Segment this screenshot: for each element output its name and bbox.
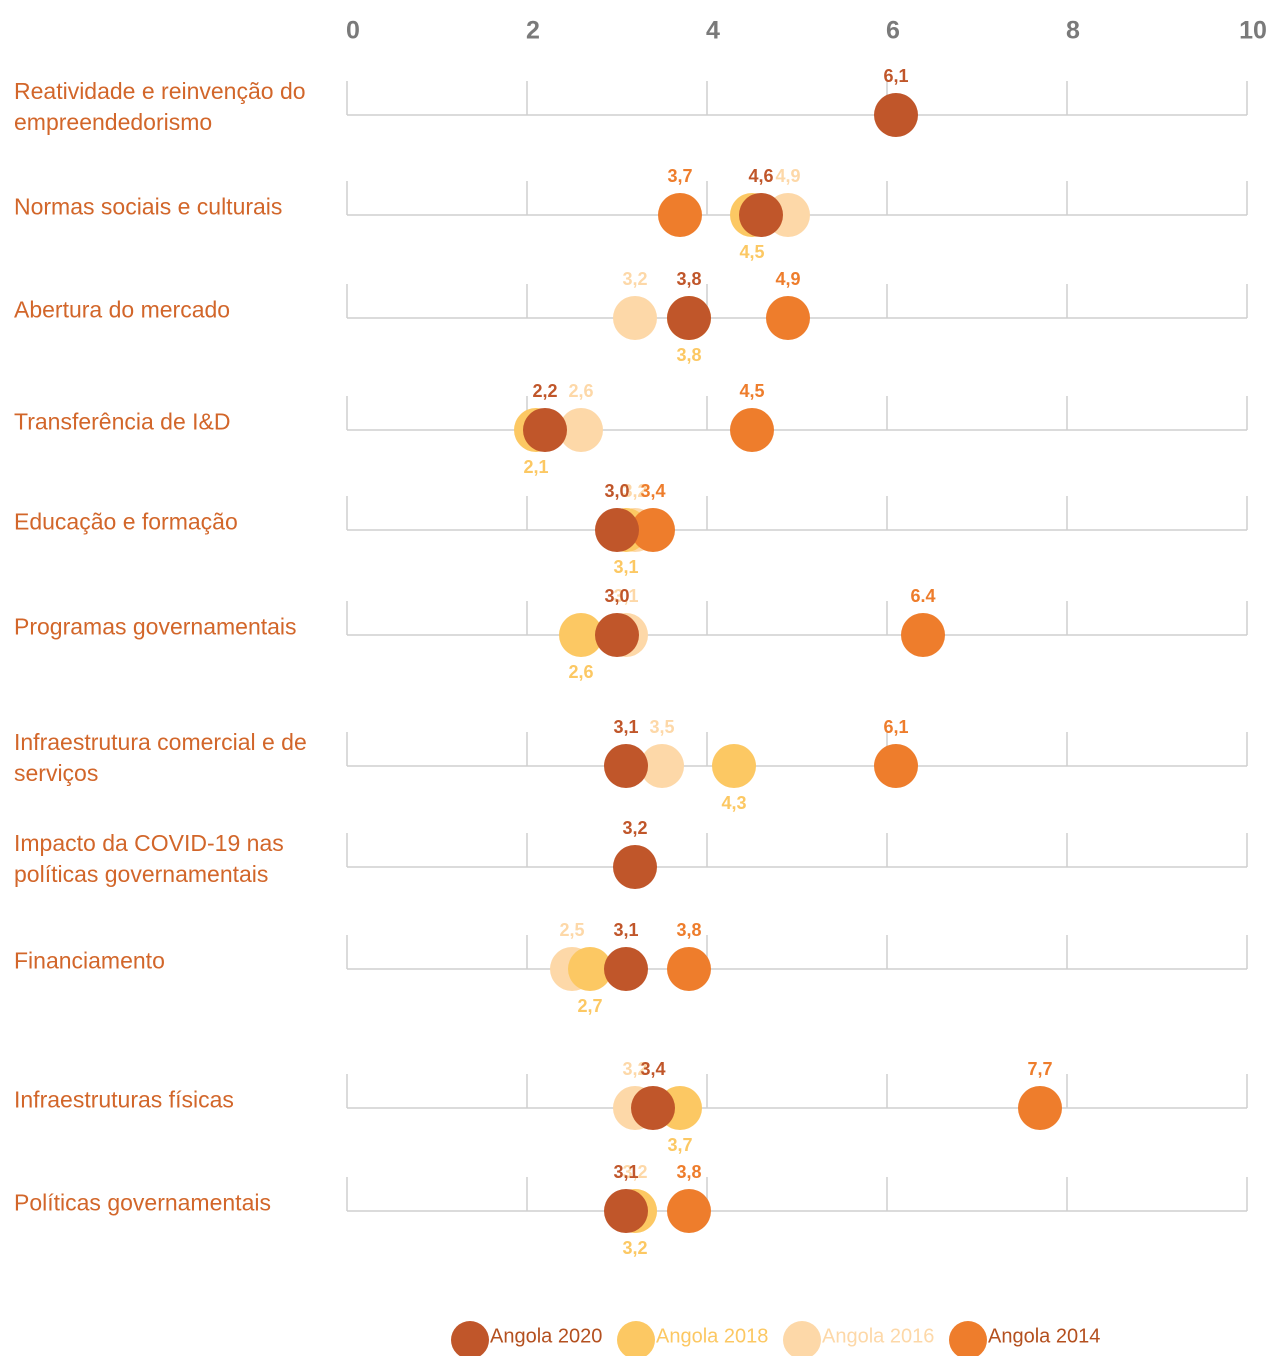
x-tick-label: 0 xyxy=(346,17,360,45)
dot xyxy=(730,408,774,452)
value-label: 3,1 xyxy=(613,717,638,737)
dot xyxy=(523,408,567,452)
dot xyxy=(559,408,603,452)
value-label: 3,1 xyxy=(613,586,638,606)
value-label: 3,1 xyxy=(613,920,638,940)
dot xyxy=(631,1086,675,1130)
value-label: 4,9 xyxy=(775,166,800,186)
value-label: 2,6 xyxy=(568,381,593,401)
value-label: 3,8 xyxy=(676,920,701,940)
value-label: 2,1 xyxy=(523,457,548,477)
dot xyxy=(613,296,657,340)
legend-swatch xyxy=(783,1321,821,1356)
legend-label: Angola 2018 xyxy=(656,1325,768,1347)
value-label: 3,0 xyxy=(604,586,629,606)
value-label: 3,2 xyxy=(622,481,647,501)
value-label: 7,7 xyxy=(1027,1059,1052,1079)
dot xyxy=(604,1189,648,1233)
value-label: 6,1 xyxy=(883,717,908,737)
value-label: 3,2 xyxy=(622,1059,647,1079)
dot xyxy=(595,613,639,657)
value-label: 3,2 xyxy=(622,1238,647,1258)
legend-swatch xyxy=(949,1321,987,1356)
dot xyxy=(1018,1086,1062,1130)
legend-label: Angola 2016 xyxy=(822,1325,934,1347)
x-tick-label: 6 xyxy=(886,17,900,45)
legend-label: Angola 2020 xyxy=(490,1325,602,1347)
category-label: Infraestruturas físicas xyxy=(14,1086,234,1113)
dot xyxy=(631,508,675,552)
dot xyxy=(901,613,945,657)
category-label: Políticas governamentais xyxy=(14,1189,271,1216)
value-label: 6,1 xyxy=(883,66,908,86)
legend-swatch xyxy=(617,1321,655,1356)
dot xyxy=(604,744,648,788)
value-label: 4,3 xyxy=(721,793,746,813)
category-label: Abertura do mercado xyxy=(14,296,231,323)
x-tick-label: 8 xyxy=(1066,17,1080,45)
dot xyxy=(613,845,657,889)
value-label: 3,4 xyxy=(640,1059,665,1079)
x-tick-label: 10 xyxy=(1239,17,1267,45)
value-label: 6.4 xyxy=(910,586,935,606)
legend-swatch xyxy=(451,1321,489,1356)
category-label: Impacto da COVID-19 nas políticas govern… xyxy=(14,830,284,887)
value-label: 2,7 xyxy=(577,996,602,1016)
value-label: 3,2 xyxy=(622,818,647,838)
dot xyxy=(640,744,684,788)
x-tick-label: 4 xyxy=(706,17,720,45)
dot xyxy=(604,947,648,991)
value-label: 3,0 xyxy=(604,481,629,501)
category-label: Transferência de I&D xyxy=(14,408,231,435)
value-label: 2,6 xyxy=(568,662,593,682)
dot xyxy=(667,1189,711,1233)
dot xyxy=(559,613,603,657)
dot xyxy=(739,193,783,237)
value-label: 3,2 xyxy=(622,1162,647,1182)
dot xyxy=(568,947,612,991)
value-label: 3,5 xyxy=(649,717,674,737)
value-label: 4,5 xyxy=(739,381,764,401)
category-label: Normas sociais e culturais xyxy=(14,193,283,220)
value-label: 3,1 xyxy=(613,1162,638,1182)
category-label: Programas governamentais xyxy=(14,613,297,640)
value-label: 3,7 xyxy=(667,1135,692,1155)
dot xyxy=(874,93,918,137)
value-label: 3,2 xyxy=(622,269,647,289)
dot xyxy=(595,508,639,552)
category-label: Reatividade e reinvenção do empreendedor… xyxy=(14,78,306,135)
dot xyxy=(766,296,810,340)
x-tick-label: 2 xyxy=(526,17,540,45)
value-label: 3,8 xyxy=(676,269,701,289)
value-label: 3,4 xyxy=(640,481,665,501)
dot xyxy=(712,744,756,788)
category-label: Educação e formação xyxy=(14,508,238,535)
category-label: Financiamento xyxy=(14,947,165,974)
dot xyxy=(667,947,711,991)
value-label: 3,7 xyxy=(667,166,692,186)
legend-label: Angola 2014 xyxy=(988,1325,1100,1347)
category-label: Infraestrutura comercial e de serviços xyxy=(14,729,307,786)
dot xyxy=(658,193,702,237)
dot xyxy=(874,744,918,788)
value-label: 4,5 xyxy=(739,242,764,262)
value-label: 3,1 xyxy=(613,557,638,577)
value-label: 3,8 xyxy=(676,1162,701,1182)
value-label: 4,9 xyxy=(775,269,800,289)
value-label: 4,6 xyxy=(748,166,773,186)
value-label: 2,5 xyxy=(559,920,584,940)
dot xyxy=(667,296,711,340)
value-label: 2,2 xyxy=(532,381,557,401)
value-label: 3,8 xyxy=(676,345,701,365)
